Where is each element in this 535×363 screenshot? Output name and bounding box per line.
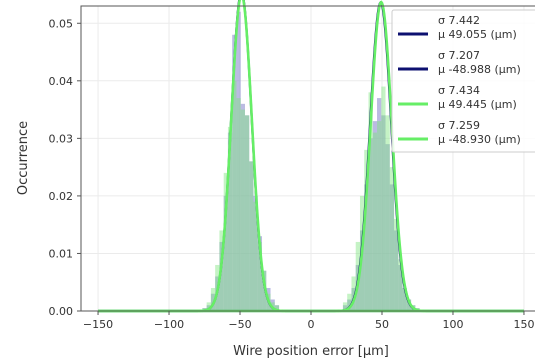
histogram-bar [274,305,280,311]
legend-mu-4: μ -48.930 (μm) [438,133,521,146]
histogram-bar [223,172,228,311]
y-tick-label: 0.01 [49,247,74,260]
y-tick-label: 0.04 [49,75,74,88]
histogram-bar [342,305,348,311]
x-axis-ticks: −150 −100 −50 0 50 100 150 [83,311,534,331]
histogram-bar [377,121,382,312]
histogram-bar [377,98,382,311]
histogram-bar [232,34,237,311]
y-tick-label: 0.02 [49,190,74,203]
histogram-bar [244,115,250,311]
histogram-bar [240,109,245,312]
histogram-bar [253,195,258,311]
histogram-bar [236,11,241,311]
histogram-bar [368,92,373,311]
histogram-bar [406,299,412,311]
legend-sigma-3: σ 7.434 [438,84,480,97]
histogram-bar [394,218,399,311]
histogram-bar [389,167,395,311]
histogram-bar [351,276,356,311]
x-axis-label: Wire position error [μm] [233,344,389,359]
x-tick-label: −50 [228,318,251,331]
histogram-bar [385,115,390,311]
x-tick-label: −100 [154,318,184,331]
x-tick-label: 50 [375,318,389,331]
legend-mu-2: μ -48.988 (μm) [438,63,521,76]
legend-box [391,9,535,153]
histogram-bar [244,115,250,311]
histogram-bar [240,103,245,311]
y-tick-label: 0.03 [49,132,74,145]
legend-mu-3: μ 49.445 (μm) [438,98,517,111]
legend-sigma-1: σ 7.442 [438,14,480,27]
x-tick-label: 150 [513,318,534,331]
histogram-bar [227,126,233,311]
histogram-bar [249,161,254,311]
histogram-bar [398,264,403,311]
histogram-bar [359,230,365,311]
histogram-bar [381,86,386,311]
histogram-bar [249,161,254,311]
histogram-bar [262,270,267,311]
x-tick-label: 0 [308,318,315,331]
histogram-bar [389,184,395,311]
histogram-bar [342,302,348,311]
y-tick-label: 0.05 [49,17,74,30]
histogram-bar [262,270,267,311]
histogram-bar [253,201,258,311]
histogram-bar [274,305,280,311]
histogram-bar [402,287,407,311]
histogram-bar [398,259,403,311]
histogram-bar [227,132,233,311]
x-tick-label: 100 [442,318,463,331]
histogram-bar [381,115,386,311]
histogram-bar [232,80,237,312]
histogram-bar [406,299,412,311]
histogram-bar [219,241,224,311]
histogram-bar [223,195,228,311]
histogram-bar [257,236,263,311]
histogram-bar [236,98,241,311]
histogram-bar [270,299,275,311]
legend-sigma-4: σ 7.259 [438,119,480,132]
legend-sigma-2: σ 7.207 [438,49,480,62]
histogram-bar [372,132,378,311]
histogram-bar [257,241,263,311]
histogram-bar [210,287,216,311]
histogram-bar [364,184,369,311]
histogram-bar [347,293,352,311]
x-tick-label: −150 [83,318,113,331]
histogram-bar [206,302,211,311]
histogram-bar [402,287,407,311]
histogram-bar [368,138,373,311]
y-tick-label: 0.00 [49,305,74,318]
y-axis-label: Occurrence [16,121,31,195]
y-axis-ticks: 0.00 0.01 0.02 0.03 0.04 0.05 [49,17,81,318]
histogram-bar [364,149,369,311]
histogram-bar [394,230,399,311]
histogram-bar [372,121,378,312]
histogram-bar [385,144,390,311]
histogram-bar [347,299,352,311]
legend-mu-1: μ 49.055 (μm) [438,28,517,41]
